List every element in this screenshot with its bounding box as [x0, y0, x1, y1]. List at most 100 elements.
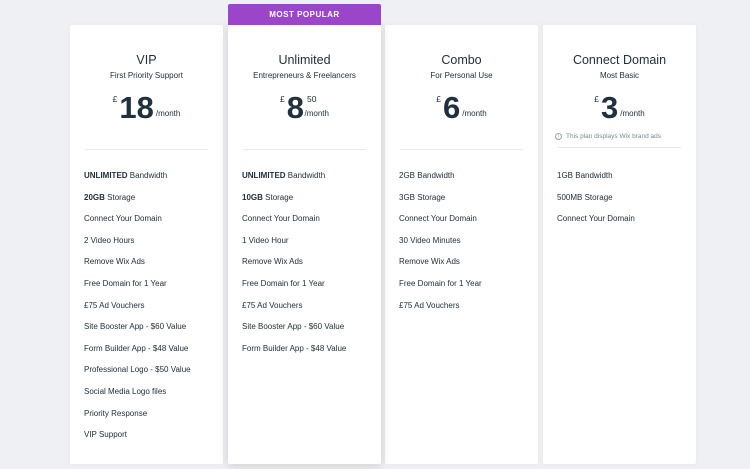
- plan-subtitle: First Priority Support: [110, 71, 183, 80]
- feature-text: Form Builder App - $48 Value: [84, 343, 189, 353]
- price-period: /month: [155, 109, 181, 118]
- feature-item: 10GB Storage: [242, 193, 375, 215]
- wix-ads-note: i This plan displays Wix brand ads: [555, 133, 684, 140]
- feature-highlight: UNLIMITED: [84, 171, 128, 180]
- plan-subtitle: For Personal Use: [430, 71, 493, 80]
- feature-text: Connect Your Domain: [557, 214, 635, 224]
- feature-text: £75 Ad Vouchers: [242, 300, 303, 310]
- plan-card-unlimited[interactable]: Unlimited Entrepreneurs & Freelancers £ …: [228, 25, 381, 464]
- feature-item: VIP Support: [84, 430, 217, 452]
- feature-text: Storage: [104, 192, 136, 202]
- feature-text: Free Domain for 1 Year: [84, 278, 167, 288]
- feature-item: Connect Your Domain: [242, 214, 375, 236]
- price-amount: 8: [286, 90, 305, 125]
- feature-text: Bandwidth: [127, 171, 168, 180]
- feature-text: 500MB Storage: [557, 192, 613, 202]
- feature-item: Connect Your Domain: [399, 214, 532, 236]
- plan-name: VIP: [136, 53, 157, 67]
- feature-item: Remove Wix Ads: [84, 257, 217, 279]
- feature-text: Social Media Logo files: [84, 386, 167, 396]
- divider: [558, 147, 681, 148]
- feature-text: Professional Logo - $50 Value: [84, 365, 191, 375]
- feature-item: Site Booster App - $60 Value: [84, 322, 217, 344]
- currency-symbol: £: [112, 94, 118, 104]
- divider: [85, 149, 208, 150]
- feature-text: 1GB Bandwidth: [557, 171, 613, 180]
- plan-name: Unlimited: [278, 53, 331, 67]
- price-cents: 50: [307, 94, 317, 104]
- feature-item: Connect Your Domain: [557, 214, 690, 236]
- feature-item: 2 Video Hours: [84, 236, 217, 258]
- feature-item: 1GB Bandwidth: [557, 171, 690, 193]
- feature-text: Site Booster App - $60 Value: [84, 322, 187, 332]
- feature-item: £75 Ad Vouchers: [84, 301, 217, 323]
- price-amount: 6: [443, 90, 461, 125]
- feature-item: 3GB Storage: [399, 193, 532, 215]
- feature-item: Free Domain for 1 Year: [399, 279, 532, 301]
- feature-list: UNLIMITED Bandwidth 10GB Storage Connect Y…: [242, 171, 375, 365]
- feature-item: 2GB Bandwidth: [399, 171, 532, 193]
- plan-subtitle: Most Basic: [599, 71, 640, 80]
- feature-list: 1GB Bandwidth 500MB Storage Connect Your D…: [557, 171, 690, 236]
- plan-name: Connect Domain: [572, 53, 667, 67]
- feature-highlight: 10GB: [242, 192, 263, 202]
- plan-price: £ 6 /month: [385, 91, 538, 127]
- price-period: /month: [304, 109, 329, 118]
- feature-item: Professional Logo - $50 Value: [84, 365, 217, 387]
- feature-item: Remove Wix Ads: [399, 257, 532, 279]
- feature-text: Free Domain for 1 Year: [399, 278, 482, 288]
- feature-text: £75 Ad Vouchers: [84, 300, 145, 310]
- feature-item: Remove Wix Ads: [242, 257, 375, 279]
- feature-item: Form Builder App - $48 Value: [242, 344, 375, 366]
- plan-subtitle: Entrepreneurs & Freelancers: [253, 71, 356, 80]
- plan-card-connect-domain[interactable]: Connect Domain Most Basic £ 3 /month i T…: [543, 25, 696, 464]
- feature-text: £75 Ad Vouchers: [399, 300, 460, 310]
- feature-text: 3GB Storage: [399, 192, 446, 202]
- feature-text: 2GB Bandwidth: [399, 171, 455, 180]
- note-text: This plan displays Wix brand ads: [566, 133, 662, 140]
- feature-text: Free Domain for 1 Year: [242, 278, 325, 288]
- feature-item: UNLIMITED Bandwidth: [242, 171, 375, 193]
- plan-card-combo[interactable]: Combo For Personal Use £ 6 /month 2GB Ba…: [385, 25, 538, 464]
- plan-card-vip[interactable]: VIP First Priority Support £ 18 /month U…: [70, 25, 223, 464]
- feature-item: Social Media Logo files: [84, 387, 217, 409]
- feature-text: Connect Your Domain: [399, 214, 477, 224]
- info-icon[interactable]: i: [555, 133, 562, 140]
- feature-text: 1 Video Hour: [242, 235, 289, 245]
- feature-item: 1 Video Hour: [242, 236, 375, 258]
- feature-item: Free Domain for 1 Year: [242, 279, 375, 301]
- divider: [243, 149, 366, 150]
- feature-item: Site Booster App - $60 Value: [242, 322, 375, 344]
- feature-highlight: UNLIMITED: [242, 171, 286, 180]
- feature-text: 2 Video Hours: [84, 235, 135, 245]
- most-popular-ribbon: MOST POPULAR: [228, 4, 381, 25]
- feature-text: Connect Your Domain: [242, 214, 320, 224]
- feature-text: Remove Wix Ads: [399, 257, 460, 267]
- currency-symbol: £: [594, 94, 599, 104]
- currency-symbol: £: [280, 94, 285, 104]
- feature-text: Connect Your Domain: [84, 214, 162, 224]
- feature-item: Form Builder App - $48 Value: [84, 344, 217, 366]
- feature-item: Connect Your Domain: [84, 214, 217, 236]
- currency-symbol: £: [436, 94, 441, 104]
- price-amount: 3: [601, 90, 619, 125]
- feature-text: Storage: [262, 192, 294, 202]
- price-period: /month: [620, 109, 645, 118]
- feature-item: Free Domain for 1 Year: [84, 279, 217, 301]
- feature-item: £75 Ad Vouchers: [242, 301, 375, 323]
- feature-text: Bandwidth: [285, 171, 326, 180]
- feature-text: 30 Video Minutes: [399, 235, 461, 245]
- feature-highlight: 20GB: [84, 192, 105, 202]
- feature-item: 30 Video Minutes: [399, 236, 532, 258]
- plan-price: £ 8 50 /month: [228, 91, 381, 127]
- feature-text: Remove Wix Ads: [84, 257, 145, 267]
- price-period: /month: [462, 109, 487, 118]
- feature-text: Priority Response: [84, 408, 148, 418]
- feature-item: Priority Response: [84, 409, 217, 431]
- feature-text: Form Builder App - $48 Value: [242, 343, 347, 353]
- divider: [400, 149, 523, 150]
- feature-item: 20GB Storage: [84, 193, 217, 215]
- feature-item: 500MB Storage: [557, 193, 690, 215]
- feature-text: VIP Support: [84, 430, 127, 440]
- feature-list: 2GB Bandwidth 3GB Storage Connect Your Dom…: [399, 171, 532, 322]
